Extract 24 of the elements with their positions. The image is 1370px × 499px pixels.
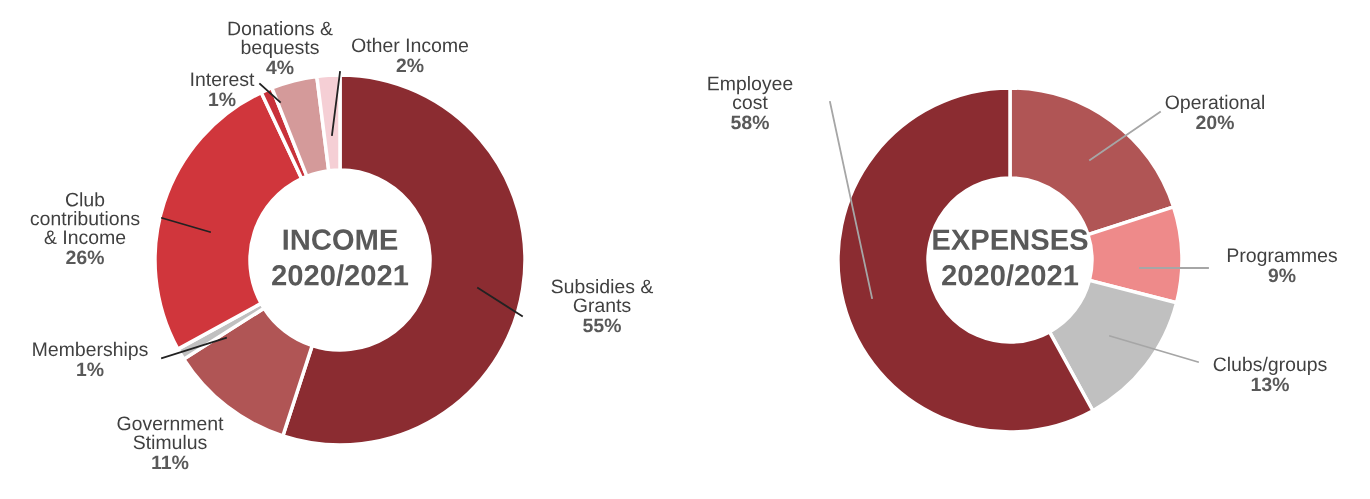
- data-label: 26%: [66, 250, 104, 265]
- slice-label: Employee cost: [708, 76, 793, 110]
- data-label: 2%: [396, 58, 424, 73]
- slice-label: Government Stimulus: [117, 416, 224, 450]
- slice-label: Memberships: [33, 341, 148, 360]
- slice-label: Interest: [191, 72, 255, 87]
- slice-label: Clubs/groups: [1213, 356, 1327, 375]
- data-label: 20%: [1196, 115, 1234, 130]
- slice-label: Subsidies & Grants: [551, 279, 654, 313]
- data-label: 1%: [77, 362, 104, 377]
- data-label: 13%: [1251, 377, 1289, 392]
- slice-label: Other Income: [352, 37, 469, 53]
- data-label: 1%: [209, 92, 236, 107]
- data-label: 4%: [266, 60, 294, 75]
- text: INCOME 2020/2021: [272, 229, 409, 286]
- text: EXPENSES 2020/2021: [933, 229, 1088, 286]
- slice-label: Donations & bequests: [228, 21, 333, 58]
- data-label: 58%: [731, 115, 769, 130]
- data-label: 9%: [1268, 268, 1296, 283]
- data-label: 11%: [152, 455, 189, 470]
- slice-label: Programmes: [1227, 248, 1337, 266]
- slice-label: Club contributions & Income: [30, 192, 140, 245]
- slice-label: Operational: [1165, 94, 1264, 113]
- data-label: 55%: [583, 318, 621, 333]
